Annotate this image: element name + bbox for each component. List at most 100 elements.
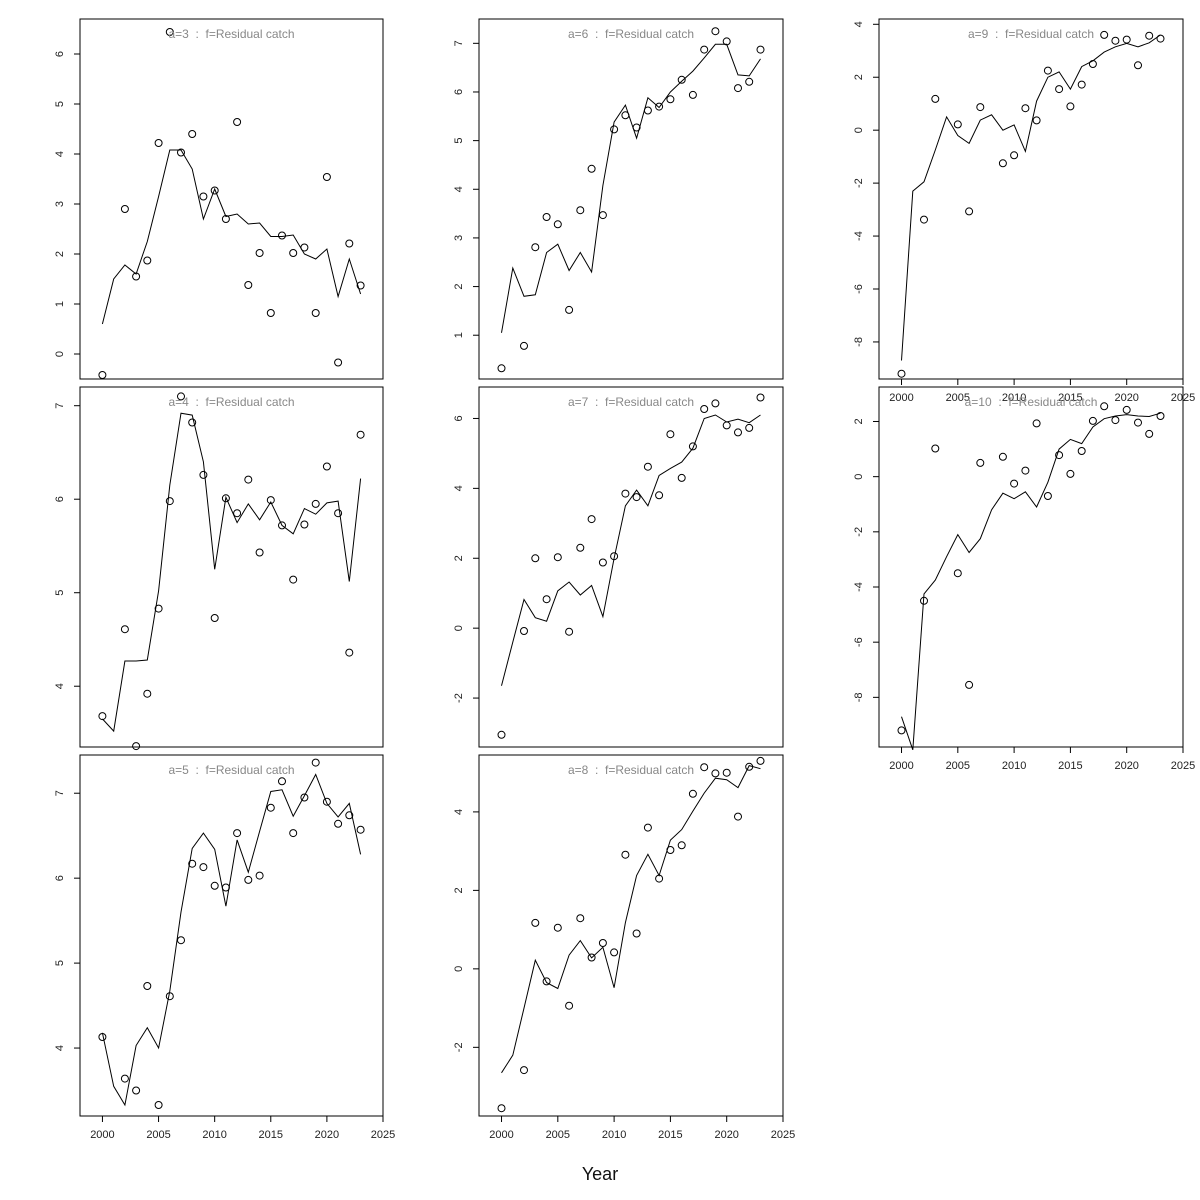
fitted-line [101, 773, 362, 1107]
observed-point [289, 829, 298, 838]
y-tick-label: 4 [54, 1045, 66, 1051]
observed-point [953, 569, 962, 578]
observed-point [643, 823, 652, 832]
observed-point [1043, 492, 1052, 500]
observed-point [1055, 451, 1064, 460]
y-tick-label: 2 [453, 284, 465, 290]
y-tick-label: 6 [54, 496, 66, 502]
observed-point [598, 939, 607, 947]
observed-point [233, 118, 242, 126]
observed-point [677, 473, 686, 482]
observed-point [520, 627, 528, 635]
observed-point [199, 192, 208, 201]
observed-point [677, 75, 686, 84]
observed-point [1145, 31, 1154, 40]
observed-point [920, 215, 928, 224]
y-tick-label: -4 [853, 231, 865, 241]
panel: -8 -6 -4 -2 0 2 2000 2005 2010 2015 2020 2025 a=10 :… [853, 386, 1195, 772]
observed-point [255, 871, 264, 880]
observed-point [1043, 66, 1052, 75]
observed-point [1111, 416, 1120, 425]
x-tick-label: 2000 [489, 1129, 513, 1141]
observed-point [565, 1001, 574, 1010]
observed-point [278, 231, 286, 240]
observed-point [154, 139, 163, 147]
observed-point [165, 992, 174, 1001]
observed-point [666, 846, 675, 854]
y-tick-label: -2 [453, 1042, 465, 1052]
panel-frame [478, 754, 784, 1117]
observed-point [132, 1086, 141, 1095]
y-tick-label: 4 [453, 186, 465, 192]
panel-frame [478, 18, 784, 380]
y-tick-label: 0 [453, 625, 465, 631]
observed-point [356, 825, 365, 834]
observed-point [143, 256, 152, 265]
observed-point [745, 423, 754, 432]
panel-title: a=4 : f=Residual catch [168, 395, 294, 409]
y-tick-label: 5 [54, 590, 66, 596]
observed-point [565, 305, 574, 314]
observed-point [188, 859, 197, 868]
observed-point [1010, 151, 1019, 160]
panel-title: a=7 : f=Residual catch [568, 395, 694, 409]
panel-frame [79, 754, 384, 1117]
observed-point [734, 812, 742, 821]
observed-point [666, 430, 675, 439]
observed-point [553, 220, 562, 229]
x-tick-label: 2020 [1114, 760, 1138, 772]
observed-point [221, 883, 230, 892]
panel: 1 2 3 4 5 6 7 a=6 : f=Residual catch [453, 18, 784, 380]
x-tick-label: 2005 [946, 760, 970, 772]
observed-point [598, 558, 607, 567]
observed-point [1100, 30, 1109, 39]
observed-point [497, 364, 506, 373]
observed-point [165, 497, 174, 506]
observed-point [920, 596, 928, 605]
panel-title: a=8 : f=Residual catch [568, 763, 694, 777]
panel-title: a=9 : f=Residual catch [968, 27, 1094, 41]
observed-point [643, 462, 652, 471]
y-tick-label: 6 [54, 875, 66, 881]
observed-point [143, 982, 152, 990]
observed-point [1156, 412, 1165, 420]
y-tick-label: 4 [54, 683, 66, 689]
y-tick-label: -6 [853, 284, 865, 294]
panel-frame [878, 18, 1184, 380]
observed-point [688, 90, 697, 99]
y-tick-label: -2 [853, 527, 865, 537]
observed-point [221, 494, 230, 503]
panel-frame [79, 386, 384, 748]
x-tick-label: 2015 [658, 1129, 682, 1141]
observed-point [98, 712, 107, 721]
observed-point [931, 94, 940, 103]
x-tick-label: 2015 [1058, 392, 1082, 404]
observed-point [311, 309, 320, 317]
fitted-line [501, 43, 761, 333]
observed-point [976, 103, 985, 112]
fitted-line [102, 412, 362, 733]
observed-point [1077, 447, 1086, 455]
x-tick-label: 2005 [146, 1129, 170, 1141]
observed-point [1021, 466, 1030, 475]
observed-point [632, 929, 641, 938]
observed-point [734, 428, 742, 437]
observed-point [520, 1066, 528, 1075]
y-tick-label: 4 [453, 809, 465, 815]
observed-point [278, 777, 286, 786]
observed-point [722, 37, 731, 46]
x-tick-label: 2005 [546, 1129, 570, 1141]
panels-layer: 0 1 2 3 4 5 6 a=3 : f=Residual catch 4 5 6 7 a=4 : f… [54, 18, 1195, 1141]
observed-point [1134, 61, 1142, 70]
observed-point [1055, 85, 1064, 94]
observed-point [266, 309, 275, 317]
observed-point [565, 627, 574, 636]
x-tick-label: 2020 [1114, 392, 1138, 404]
observed-point [756, 756, 765, 765]
panel-title: a=10 : f=Residual catch [965, 395, 1098, 409]
panel-title: a=5 : f=Residual catch [168, 763, 294, 777]
observed-point [497, 1104, 506, 1113]
y-tick-label: 2 [853, 74, 865, 80]
observed-point [98, 371, 107, 379]
observed-point [233, 509, 242, 518]
